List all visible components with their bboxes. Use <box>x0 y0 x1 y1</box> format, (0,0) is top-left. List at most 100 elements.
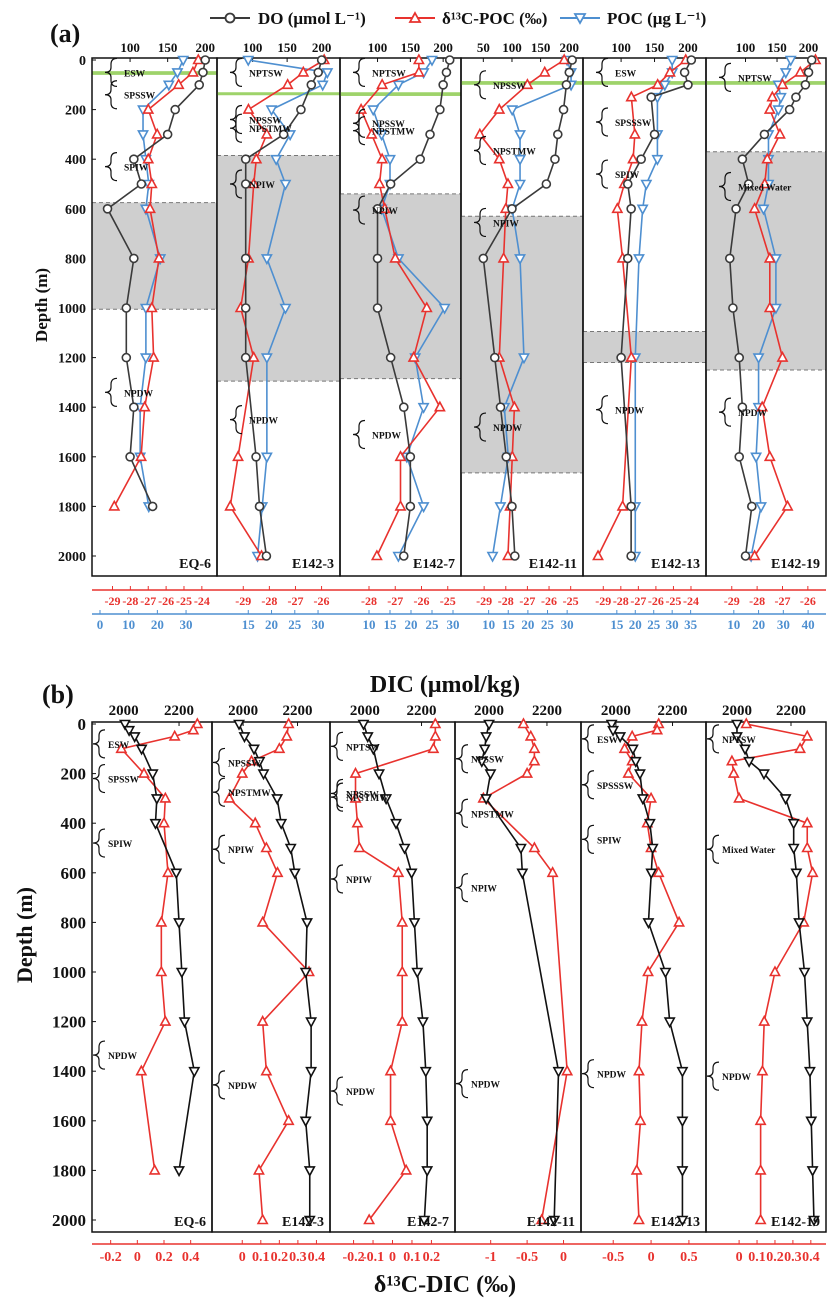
poc-tick-label: 20 <box>405 617 418 632</box>
d13c-dic-series-point <box>135 1064 148 1076</box>
do-tick-label: 150 <box>531 40 551 55</box>
dic-series-point <box>418 1215 431 1227</box>
do-series-point <box>129 154 139 164</box>
d13c-tick-label: -28 <box>498 594 514 608</box>
do-series-point <box>679 67 690 78</box>
do-series-point <box>558 104 569 115</box>
poc-series-point <box>514 154 526 166</box>
d13c-dic-series-point <box>756 1064 769 1076</box>
do-series-point <box>541 179 552 189</box>
water-mass-brace <box>92 1040 106 1070</box>
water-mass-label: NPSSW <box>249 117 282 127</box>
d13c-poc-series-point <box>247 177 260 189</box>
d13c-poc-series-point <box>224 499 237 511</box>
d13c-poc-series-point <box>538 65 551 77</box>
poc-series-line <box>750 59 792 557</box>
dic-tick-label: 2000 <box>228 703 258 719</box>
water-mass-brace <box>229 104 243 135</box>
d13c-tick-label: -27 <box>387 594 403 608</box>
dic-series-point <box>607 725 620 737</box>
water-mass-label: NPDW <box>738 409 768 419</box>
poc-series-point <box>162 80 175 92</box>
dic-series-point <box>173 1166 185 1178</box>
water-mass-brace <box>352 419 366 450</box>
do-tick-label: 150 <box>645 40 665 55</box>
d13c-poc-series-point <box>748 202 761 214</box>
water-mass-brace <box>104 152 118 182</box>
poc-series-point <box>279 303 292 315</box>
y-tick-label: 400 <box>65 153 86 168</box>
water-mass-brace <box>718 397 732 427</box>
water-mass-label: SPSSSW <box>597 782 634 792</box>
poc-series-point <box>139 353 152 365</box>
dic-series-line <box>480 723 560 1221</box>
d13c-dic-series-point <box>758 1014 771 1026</box>
y-tick-label: 0 <box>78 715 87 734</box>
do-series-point <box>734 352 745 363</box>
do-tick-label: 200 <box>560 40 580 55</box>
legend-d13c-label: δ¹³C-POC (‰) <box>442 9 547 28</box>
do-series-point <box>616 352 626 363</box>
d13c-dic-series-point <box>633 1064 645 1076</box>
panel-frame <box>705 721 827 1233</box>
do-series-point <box>791 92 801 102</box>
poc-tick-label: 30 <box>666 617 679 632</box>
dic-series-point <box>739 744 752 756</box>
d13c-poc-series-point <box>365 127 378 139</box>
do-series-point <box>564 67 575 78</box>
dic-tick-label: 2000 <box>601 703 631 719</box>
water-mass-label: Mixed Water <box>722 846 776 856</box>
d13c-poc-series-point <box>250 152 263 164</box>
y-tick-label: 1000 <box>52 963 86 982</box>
do-tick-label: 150 <box>767 40 787 55</box>
station-panel-e142-11: 50 100 150 200 -29 -28 -27 -26 -25 10 15 20 25 30 E142… <box>460 40 584 632</box>
poc-series-point <box>177 55 190 67</box>
dic-series-line <box>736 724 815 1221</box>
poc-tick-label: 30 <box>180 617 193 632</box>
poc-series-point <box>270 154 283 166</box>
do-series-point <box>478 253 489 264</box>
d13c-tick-label: -28 <box>122 594 138 608</box>
d13c-dic-series-point <box>528 841 541 853</box>
dic-series-point <box>645 868 658 880</box>
water-mass-shade <box>217 155 340 382</box>
dic-series-point <box>421 1116 434 1128</box>
d13c-dic-series-point <box>159 1014 172 1026</box>
d13c-poc-series-point <box>761 152 774 164</box>
d13c-dic-series-point <box>429 717 442 729</box>
y-tick-label: 1400 <box>52 1062 86 1081</box>
dic-series-point <box>676 1215 689 1227</box>
dic-series-point <box>758 769 770 781</box>
d13c-dic-series-point <box>618 742 631 754</box>
d13c-dic-tick-label: -1 <box>485 1250 497 1265</box>
poc-series-point <box>242 55 255 67</box>
d13c-poc-series-point <box>611 202 624 214</box>
water-mass-brace <box>352 116 366 146</box>
water-mass-label: NPDW <box>471 1081 501 1091</box>
y-tick-label: 2000 <box>52 1211 86 1230</box>
dic-series-point <box>188 1066 201 1078</box>
station-label: E142-13 <box>651 1215 700 1230</box>
do-series-point <box>567 55 577 65</box>
d13c-dic-series-line <box>228 723 311 1221</box>
d13c-dic-series-point <box>384 1064 397 1076</box>
d13c-dic-series-point <box>645 791 658 803</box>
d13c-tick-label: -29 <box>595 594 611 608</box>
station-panel-e142-3: 100 150 200 -29 -28 -27 -26 15 20 25 30 E142-3 NPTSW… <box>216 40 341 632</box>
poc-tick-label: 10 <box>482 617 495 632</box>
d13c-tick-label: -27 <box>287 594 303 608</box>
d13c-dic-series-point <box>801 841 814 853</box>
d13c-tick-label: -28 <box>749 594 765 608</box>
d13c-poc-series-point <box>625 350 638 362</box>
water-mass-brace <box>455 1069 469 1099</box>
poc-series-point <box>321 68 334 80</box>
do-tick-label: 200 <box>678 40 698 55</box>
water-mass-label: NPSSW <box>228 759 261 769</box>
d13c-poc-series-point <box>297 65 310 77</box>
d13c-dic-series-point <box>400 1163 413 1175</box>
d13c-dic-series-point <box>546 866 559 878</box>
water-mass-label: NPSTMW <box>493 148 536 158</box>
station-label: E142-13 <box>651 557 700 572</box>
d13c-dic-series-point <box>396 915 409 927</box>
d13c-dic-series-point <box>634 1114 647 1126</box>
